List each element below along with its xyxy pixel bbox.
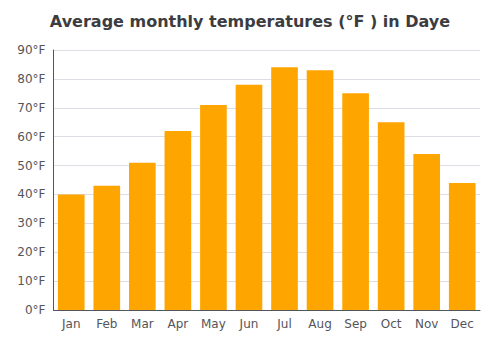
svg-text:10°F: 10°F [17,274,45,288]
svg-text:Average monthly temperatures (: Average monthly temperatures (°F ) in Da… [50,12,450,31]
svg-text:Jan: Jan [61,317,81,331]
svg-text:Dec: Dec [451,317,474,331]
svg-text:0°F: 0°F [25,303,46,317]
svg-text:May: May [201,317,226,331]
svg-text:20°F: 20°F [17,245,45,259]
svg-text:60°F: 60°F [17,130,45,144]
svg-text:Jul: Jul [276,317,291,331]
svg-text:Aug: Aug [308,317,331,331]
svg-text:Oct: Oct [381,317,402,331]
svg-text:80°F: 80°F [17,72,45,86]
svg-text:50°F: 50°F [17,159,45,173]
svg-text:Mar: Mar [131,317,154,331]
svg-text:Jun: Jun [239,317,259,331]
svg-text:90°F: 90°F [17,43,45,57]
svg-text:Feb: Feb [96,317,117,331]
svg-text:Nov: Nov [415,317,438,331]
svg-text:40°F: 40°F [17,187,45,201]
svg-text:30°F: 30°F [17,216,45,230]
svg-text:70°F: 70°F [17,101,45,115]
svg-text:Sep: Sep [344,317,367,331]
svg-text:Apr: Apr [167,317,188,331]
